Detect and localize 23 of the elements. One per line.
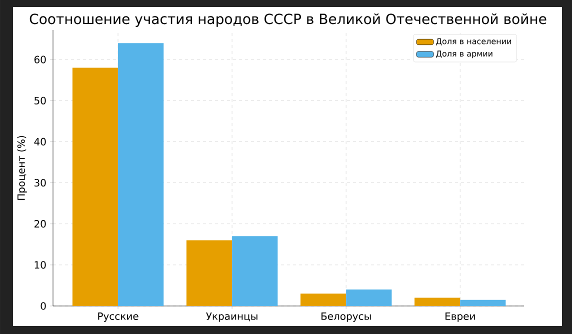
- y-tick-label: 0: [40, 302, 46, 310]
- x-tick-label: Русские: [98, 312, 138, 322]
- legend-label: Доля в армии: [436, 50, 492, 58]
- legend-label: Доля в населении: [436, 38, 511, 46]
- y-tick-label: 40: [34, 138, 46, 146]
- bar: [300, 294, 346, 306]
- bar: [186, 240, 232, 306]
- y-axis-title: Процент (%): [17, 136, 27, 200]
- bar: [460, 300, 506, 306]
- bar: [346, 290, 392, 306]
- x-tick-label: Евреи: [446, 312, 475, 322]
- bar: [232, 236, 278, 306]
- bar: [72, 68, 118, 306]
- y-tick-label: 10: [34, 261, 46, 269]
- x-tick-label: Белорусы: [321, 312, 371, 322]
- bar: [118, 43, 164, 306]
- x-tick-label: Украинцы: [206, 312, 258, 322]
- y-tick-label: 60: [34, 56, 46, 64]
- y-tick-label: 50: [34, 96, 46, 104]
- y-tick-label: 30: [34, 178, 46, 187]
- chart-title: Соотношение участия народов СССР в Великой Отечественной войне: [30, 13, 546, 27]
- bar: [414, 298, 460, 306]
- y-tick-label: 20: [34, 220, 46, 228]
